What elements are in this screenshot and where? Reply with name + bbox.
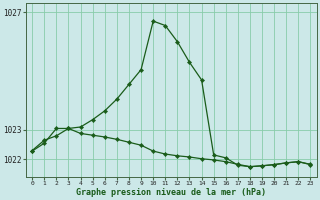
X-axis label: Graphe pression niveau de la mer (hPa): Graphe pression niveau de la mer (hPa) <box>76 188 266 197</box>
